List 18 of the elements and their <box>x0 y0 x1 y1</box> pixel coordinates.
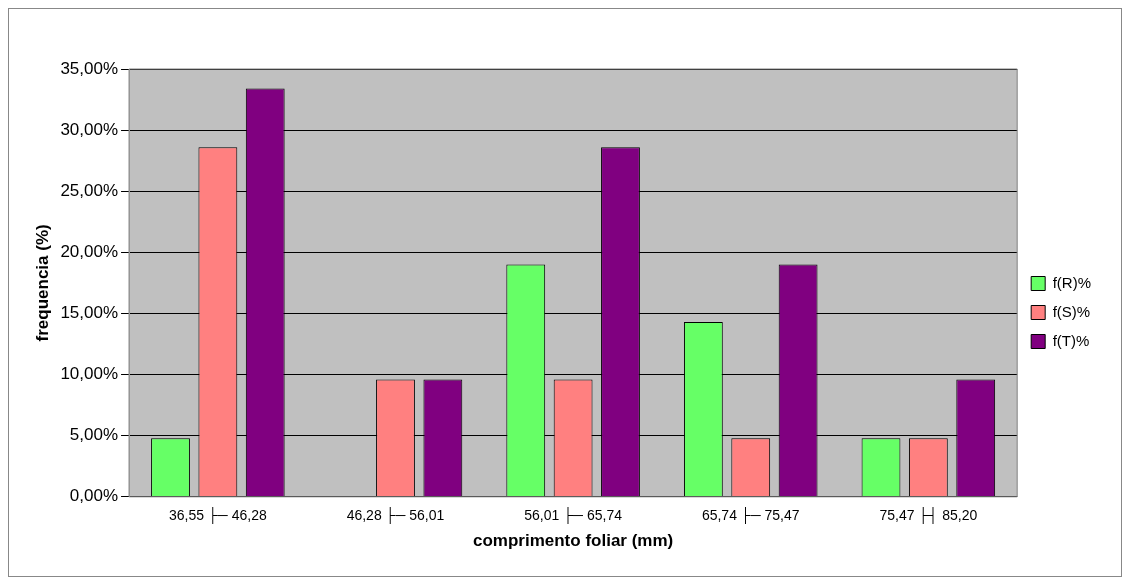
y-tick-label: 15,00% <box>60 303 119 323</box>
y-tick-label: 0,00% <box>69 486 119 506</box>
x-tick-label: 56,01 ├─ 65,74 <box>524 507 623 526</box>
y-tick-label: 5,00% <box>69 425 119 445</box>
y-tick-label: 30,00% <box>60 119 119 139</box>
legend-label: f(R)% <box>1052 273 1091 291</box>
x-tick-label: 65,74 ├─ 75,47 <box>701 507 800 526</box>
y-tick-label: 20,00% <box>60 242 119 262</box>
y-axis-title: frequencia (%) <box>32 224 52 342</box>
legend-label: f(S)% <box>1052 302 1091 320</box>
legend-label: f(T)% <box>1052 331 1090 349</box>
y-tick-label: 10,00% <box>60 364 119 384</box>
x-tick-label: 75,47 ├┤ 85,20 <box>879 507 978 526</box>
y-tick-label: 35,00% <box>60 58 119 78</box>
x-tick-label: 36,55 ├─ 46,28 <box>169 507 267 526</box>
x-axis-title: comprimento foliar (mm) <box>472 531 674 551</box>
x-tick-label: 46,28 ├─ 56,01 <box>346 507 445 526</box>
y-tick-label: 25,00% <box>60 180 119 200</box>
